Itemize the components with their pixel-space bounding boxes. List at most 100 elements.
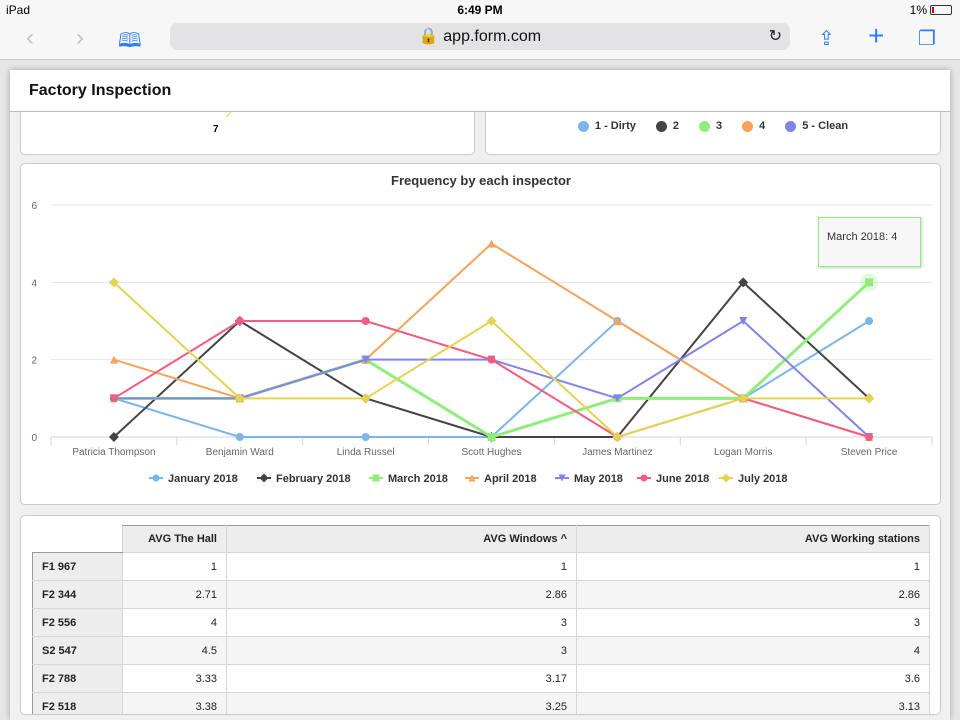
data-point[interactable] [108,432,119,442]
data-point[interactable] [487,433,496,441]
chart-title: Frequency by each inspector [391,173,571,188]
browser-toolbar: ‹ › 🕮 🔒 app.form.com ↻ ⇪ + ❐ [0,20,960,60]
pie-legend-item[interactable]: 5 - Clean [785,120,848,132]
series-april-2018 [109,239,874,441]
data-point[interactable] [613,394,622,403]
table-row: F2 556 4 3 3 [32,608,930,637]
legend-marker-icon[interactable] [640,474,648,482]
data-point[interactable] [612,432,623,442]
x-tick-label: Steven Price [841,447,898,458]
data-point[interactable] [361,355,370,364]
table-cell: 4 [122,608,227,637]
series-line[interactable] [113,320,870,439]
back-icon[interactable]: ‹ [26,24,34,51]
table-cell: 3.17 [226,664,577,693]
x-tick-label: Logan Morris [714,447,772,458]
pie-legend-label: 1 - Dirty [594,120,636,132]
column-header-windows[interactable]: AVG Windows ^ [226,525,577,553]
data-point[interactable] [360,393,371,404]
hover-halo [860,273,879,292]
data-point[interactable] [361,433,370,441]
series-july-2018 [108,277,875,442]
legend-marker-icon[interactable] [468,474,476,482]
data-point[interactable] [108,277,119,288]
table-cell: 2.71 [122,580,227,609]
line-chart: Frequency by each inspector 0 2 4 6 Patricia … [31,173,933,485]
forward-icon[interactable]: › [76,24,84,51]
legend-marker-icon[interactable] [152,474,160,482]
legend-label: March 2018 [388,473,448,485]
dashboard-modal: Factory Inspection 7 1 - Dirty 2 3 4 5 - Cle… [10,70,950,720]
data-point[interactable] [487,239,496,248]
legend-label: June 2018 [656,473,709,485]
legend-dot-icon [577,120,589,132]
legend-item[interactable]: April 2018 [465,473,537,485]
data-point[interactable] [487,355,496,364]
data-point[interactable] [109,394,118,403]
table-cell: 3 [226,636,577,665]
row-header: F2 518 [32,692,123,714]
data-point[interactable] [613,317,622,325]
legend-marker-icon[interactable] [558,474,566,482]
data-point[interactable] [738,393,749,404]
legend-marker-icon[interactable] [372,474,380,482]
row-header: S2 547 [32,636,123,665]
table-cell: 4.5 [122,636,227,665]
table-cell: 3 [576,608,930,637]
data-point[interactable] [865,278,874,287]
share-icon[interactable]: ⇪ [818,28,835,50]
data-point[interactable] [864,393,875,404]
line-chart-card: Frequency by each inspector 0 2 4 6 Patricia … [20,163,941,505]
data-point[interactable] [235,317,244,325]
legend-item[interactable]: July 2018 [719,473,788,485]
pie-legend-item[interactable]: 1 - Dirty [577,120,636,132]
y-tick-label: 6 [31,201,37,212]
table-cell: 4 [576,636,930,665]
row-header: F1 967 [32,552,123,581]
column-header-working-stations[interactable]: AVG Working stations [576,525,930,553]
legend-label: February 2018 [276,473,351,485]
legend-item[interactable]: June 2018 [637,473,709,485]
table-row: F2 344 2.71 2.86 2.86 [32,580,930,609]
series-line[interactable] [113,319,870,438]
legend-item[interactable]: May 2018 [555,473,623,485]
reload-icon[interactable]: ↻ [768,28,782,45]
legend-dot-icon [698,120,710,132]
series-line[interactable] [113,319,870,438]
data-point[interactable] [486,316,497,326]
legend-item[interactable]: January 2018 [149,473,238,485]
data-point[interactable] [865,317,874,325]
column-header-hall[interactable]: AVG The Hall [122,525,227,553]
pie-legend-label: 5 - Clean [802,120,849,132]
data-point[interactable] [234,393,245,404]
series-line[interactable] [113,242,870,438]
battery-percent: 1% [909,3,927,17]
x-tick-label: James Martinez [582,447,653,458]
pie-label: 7 [213,124,219,135]
address-bar[interactable]: 🔒 app.form.com ↻ [170,23,790,50]
device-label: iPad [6,3,31,17]
data-point[interactable] [109,355,118,364]
legend-label: January 2018 [168,473,238,485]
data-point[interactable] [235,433,244,441]
pie-legend-item[interactable]: 4 [742,120,765,132]
legend-marker-icon[interactable] [721,473,731,483]
legend-dot-icon [785,120,797,132]
data-point[interactable] [739,317,748,325]
legend-dot-icon [655,120,667,132]
table-cell: 3.38 [122,692,227,714]
legend-item[interactable]: March 2018 [369,473,448,485]
tabs-icon[interactable]: ❐ [918,28,936,50]
data-point[interactable] [361,317,370,325]
new-tab-icon[interactable]: + [868,20,885,51]
legend-marker-icon[interactable] [259,473,269,483]
legend-dot-icon [742,120,754,132]
pie-legend-item[interactable]: 3 [698,120,722,132]
pie-legend-item[interactable]: 2 [655,120,679,132]
row-header: F2 788 [32,664,123,693]
data-point[interactable] [865,433,874,441]
legend-item[interactable]: February 2018 [257,473,351,485]
modal-header: Factory Inspection [10,70,950,112]
bookmarks-icon[interactable]: 🕮 [118,30,142,52]
data-point[interactable] [738,277,749,288]
